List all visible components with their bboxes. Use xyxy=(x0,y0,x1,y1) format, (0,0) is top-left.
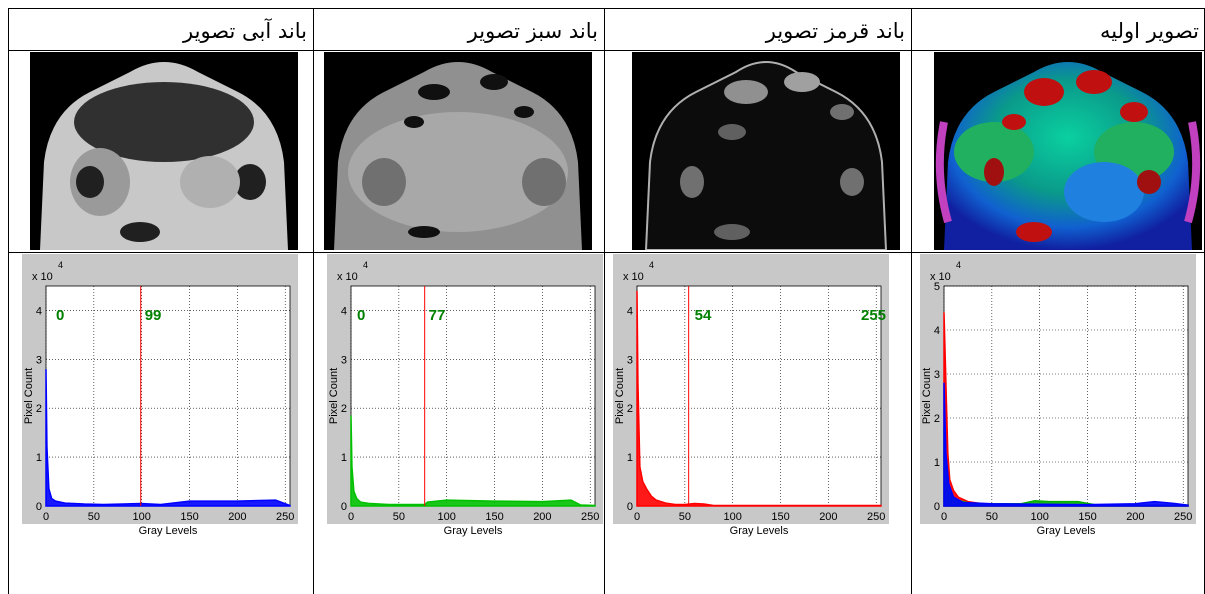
y-tick-label: 3 xyxy=(36,354,42,366)
exponent-label: x 10 xyxy=(337,271,358,283)
x-tick-label: 200 xyxy=(819,511,837,523)
y-tick-label: 0 xyxy=(934,501,940,513)
x-tick-label: 250 xyxy=(276,511,294,523)
x-tick-label: 100 xyxy=(133,511,151,523)
y-tick-label: 1 xyxy=(934,457,940,469)
header-red-band: باند قرمز تصویر xyxy=(765,19,905,43)
histogram-series xyxy=(943,382,1189,507)
x-tick-label: 100 xyxy=(438,511,456,523)
y-tick-label: 4 xyxy=(934,325,940,337)
annotation-label: 0 xyxy=(357,307,365,324)
annotation-label: 255 xyxy=(861,307,886,324)
histogram-green-band: 0 50 100 150 200 250 0 1 2 3 4 0 77 x 10 4 Gray Levels P… xyxy=(327,254,603,548)
x-axis-label: Gray Levels xyxy=(730,525,789,537)
histogram-red-band: 0 50 100 150 200 250 0 1 2 3 4 54 255 x 10 4 Gray Level… xyxy=(613,254,889,548)
y-tick-label: 2 xyxy=(341,403,347,415)
y-tick-label: 2 xyxy=(934,413,940,425)
plot-area xyxy=(350,285,596,507)
exponent-label: x 10 xyxy=(930,271,951,283)
x-tick-label: 250 xyxy=(1174,511,1192,523)
x-tick-label: 100 xyxy=(1031,511,1049,523)
y-tick-label: 4 xyxy=(36,305,42,317)
header-blue-band: باند آبی تصویر xyxy=(183,19,307,43)
original-thermal-image xyxy=(934,52,1202,250)
x-tick-label: 50 xyxy=(393,511,405,523)
plot-area xyxy=(636,285,882,507)
table-col-divider-3 xyxy=(911,8,912,594)
annotation-label: 99 xyxy=(145,307,162,324)
x-tick-label: 250 xyxy=(581,511,599,523)
exponent-label: x 10 xyxy=(32,271,53,283)
y-tick-label: 3 xyxy=(341,354,347,366)
x-tick-label: 150 xyxy=(180,511,198,523)
exponent-value: 4 xyxy=(956,260,961,270)
y-tick-label: 4 xyxy=(627,305,633,317)
x-tick-label: 150 xyxy=(1078,511,1096,523)
y-tick-label: 0 xyxy=(627,501,633,513)
x-tick-label: 0 xyxy=(634,511,640,523)
table-border-left xyxy=(8,8,9,594)
x-tick-label: 150 xyxy=(771,511,789,523)
header-green-band: باند سبز تصویر xyxy=(467,19,598,43)
exponent-value: 4 xyxy=(649,260,654,270)
x-axis-label: Gray Levels xyxy=(139,525,198,537)
table-border-top xyxy=(8,8,1205,9)
x-axis-label: Gray Levels xyxy=(444,525,503,537)
x-tick-label: 150 xyxy=(485,511,503,523)
y-axis-label: Pixel Count xyxy=(23,368,35,424)
y-tick-label: 4 xyxy=(341,305,347,317)
annotation-label: 77 xyxy=(429,307,446,324)
x-tick-label: 200 xyxy=(228,511,246,523)
x-tick-label: 50 xyxy=(679,511,691,523)
y-tick-label: 3 xyxy=(934,369,940,381)
histogram-series xyxy=(636,290,882,507)
y-axis-label: Pixel Count xyxy=(921,368,933,424)
y-tick-label: 1 xyxy=(341,452,347,464)
x-tick-label: 0 xyxy=(348,511,354,523)
header-original-image: تصویر اولیه xyxy=(1100,19,1199,43)
exponent-value: 4 xyxy=(363,260,368,270)
exponent-value: 4 xyxy=(58,260,63,270)
x-tick-label: 0 xyxy=(43,511,49,523)
x-tick-label: 200 xyxy=(533,511,551,523)
green-band-image xyxy=(324,52,592,250)
table-col-divider-2 xyxy=(604,8,605,594)
y-tick-label: 1 xyxy=(627,452,633,464)
x-tick-label: 200 xyxy=(1126,511,1144,523)
annotation-label: 54 xyxy=(695,307,712,324)
table-col-divider-1 xyxy=(313,8,314,594)
y-tick-label: 2 xyxy=(36,403,42,415)
x-tick-label: 50 xyxy=(88,511,100,523)
histogram-series xyxy=(45,369,291,507)
plot-area xyxy=(45,285,291,507)
x-axis-label: Gray Levels xyxy=(1037,525,1096,537)
y-tick-label: 0 xyxy=(341,501,347,513)
x-tick-label: 100 xyxy=(724,511,742,523)
y-tick-label: 5 xyxy=(934,281,940,293)
annotation-label: 0 xyxy=(56,307,64,324)
y-tick-label: 1 xyxy=(36,452,42,464)
exponent-label: x 10 xyxy=(623,271,644,283)
blue-band-image xyxy=(30,52,298,250)
histogram-original: 0 50 100 150 200 250 0 1 2 3 4 5 x 10 4 Gray Levels Pix… xyxy=(920,254,1196,548)
y-tick-label: 3 xyxy=(627,354,633,366)
y-axis-label: Pixel Count xyxy=(328,368,340,424)
table-row-divider-1 xyxy=(8,50,1205,51)
red-band-image xyxy=(632,52,900,250)
histogram-blue-band: 0 50 100 150 200 250 0 1 2 3 4 0 99 x 10 4 Gray Levels P… xyxy=(22,254,298,548)
y-tick-label: 2 xyxy=(627,403,633,415)
x-tick-label: 50 xyxy=(986,511,998,523)
x-tick-label: 250 xyxy=(867,511,885,523)
plot-area xyxy=(943,285,1189,507)
table-row-divider-2 xyxy=(8,252,1205,253)
x-tick-label: 0 xyxy=(941,511,947,523)
y-tick-label: 0 xyxy=(36,501,42,513)
y-axis-label: Pixel Count xyxy=(614,368,626,424)
